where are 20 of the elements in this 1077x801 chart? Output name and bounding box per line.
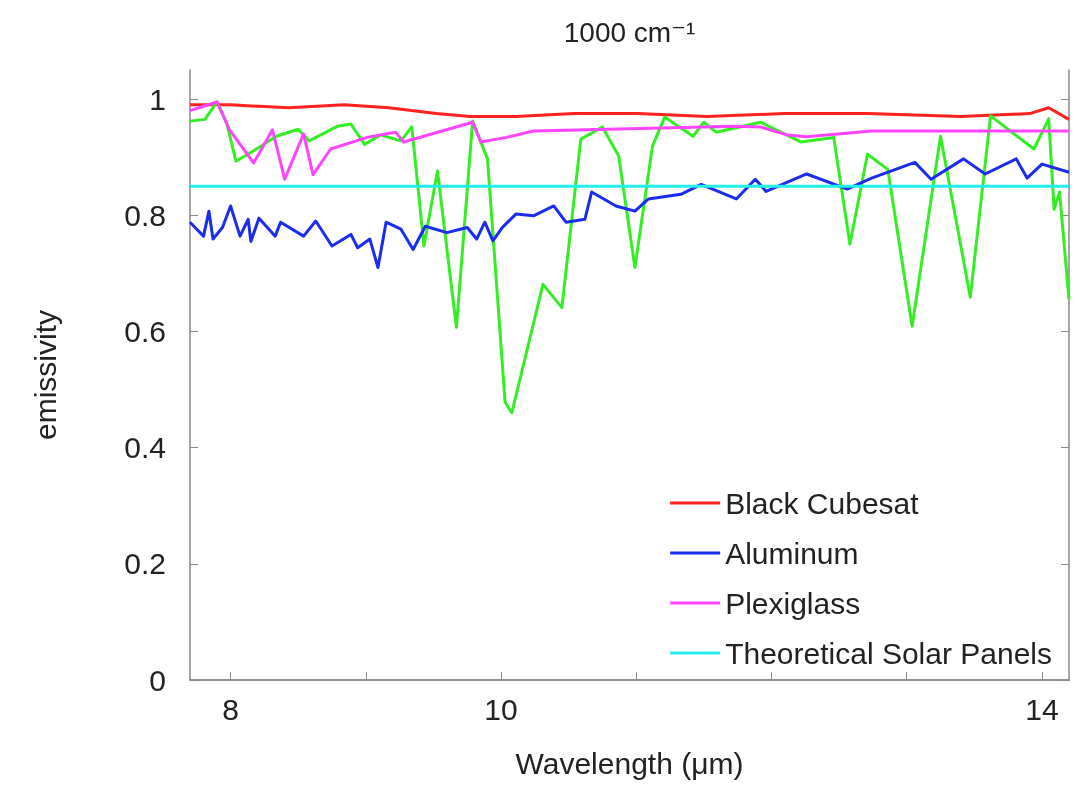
x2-axis-title: 1000 cm⁻¹	[563, 16, 696, 48]
y-tick-label: 0.8	[124, 198, 166, 232]
x-tick-label: 10	[484, 692, 518, 726]
legend-label: Theoretical Solar Panels	[725, 636, 1053, 670]
line-series	[188, 157, 1071, 270]
y-axis-title: emissivity	[28, 309, 62, 441]
y-tick-label: 0.2	[124, 547, 166, 581]
line-series	[188, 103, 1071, 121]
legend-label: Black Cubesat	[725, 486, 920, 520]
x-tick-label: 8	[222, 692, 239, 726]
line-series	[188, 100, 1071, 415]
legend-label: Plexiglass	[725, 586, 861, 620]
y-tick-label: 0	[149, 663, 166, 697]
y-tick-label: 0.6	[124, 314, 166, 348]
line-series	[188, 100, 1071, 181]
x-axis-title: Wavelength (μm)	[515, 746, 744, 780]
y-tick-label: 0.4	[124, 431, 166, 465]
x-tick-label: 14	[1025, 692, 1059, 726]
legend-label: Aluminum	[725, 536, 859, 570]
y-tick-label: 1	[149, 82, 166, 116]
